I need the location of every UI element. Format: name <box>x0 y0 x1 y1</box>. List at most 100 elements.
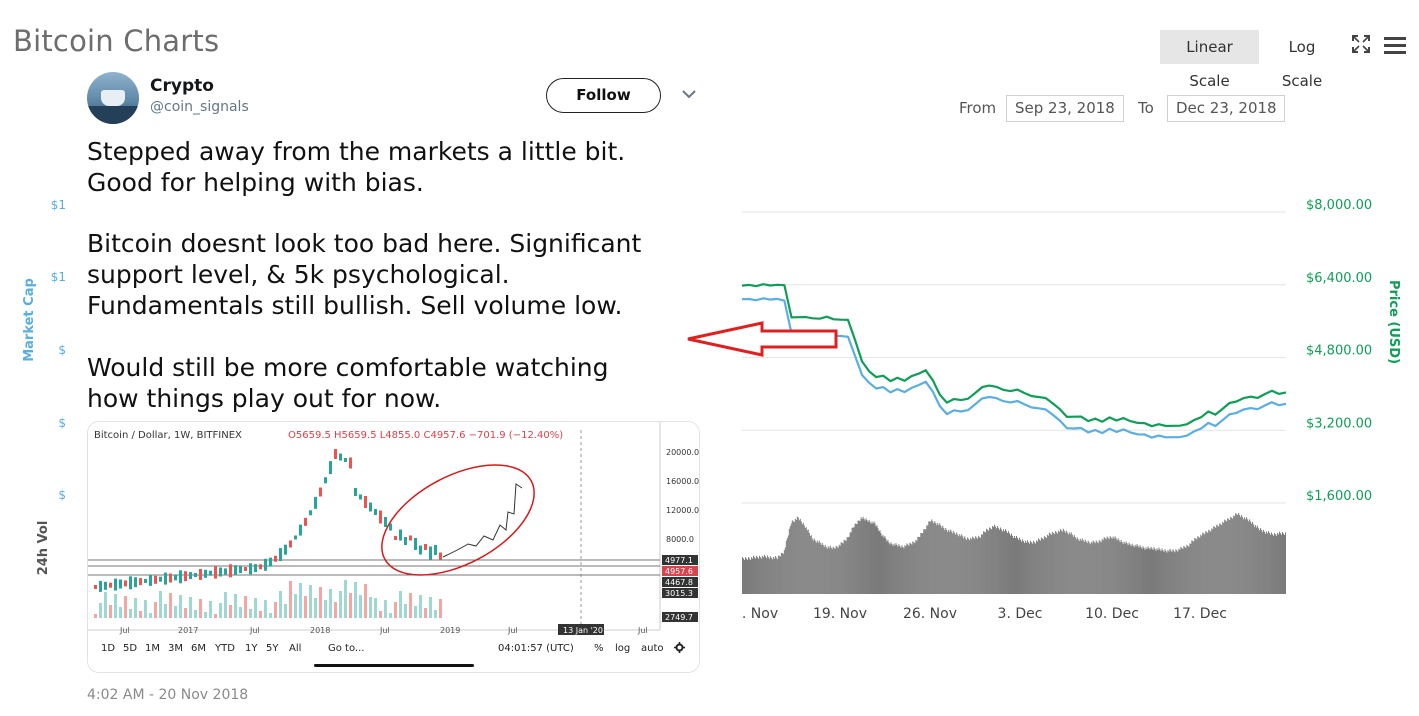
volume-bar <box>995 526 997 594</box>
tv-timeframe[interactable]: 1M <box>145 643 160 654</box>
tv-candle <box>224 568 227 575</box>
volume-bar <box>783 550 785 594</box>
tv-candle <box>329 461 332 475</box>
volume-bar <box>1188 546 1190 594</box>
volume-bar <box>1154 548 1156 594</box>
volume-bar <box>1170 550 1172 594</box>
volume-bar <box>1248 521 1250 594</box>
tv-timeframe[interactable]: 1Y <box>245 643 258 654</box>
volume-bar <box>1242 517 1244 594</box>
volume-bar <box>1232 518 1234 594</box>
tv-x-label: Jul <box>119 626 130 635</box>
from-date-input[interactable]: Sep 23, 2018 <box>1006 95 1124 122</box>
gear-icon[interactable] <box>674 642 685 653</box>
avatar[interactable] <box>87 72 139 124</box>
volume-bar <box>1018 537 1020 594</box>
volume-bar <box>1271 532 1273 594</box>
volume-bar <box>930 521 932 594</box>
volume-bar <box>1206 532 1208 594</box>
volume-bar <box>842 543 844 594</box>
tv-volume-bar <box>264 600 267 618</box>
volume-bar <box>910 543 912 594</box>
volume-bar <box>1222 521 1224 594</box>
follow-button[interactable]: Follow <box>546 78 661 113</box>
tv-volume-bar <box>419 595 422 618</box>
volume-bar <box>780 552 782 594</box>
volume-bar <box>972 536 974 594</box>
tv-candle <box>184 571 187 582</box>
tv-log[interactable]: log <box>615 643 631 654</box>
tv-candle <box>304 517 307 526</box>
volume-bar <box>933 523 935 594</box>
volume-bar <box>1043 536 1045 594</box>
volume-bar <box>848 536 850 594</box>
to-date-input[interactable]: Dec 23, 2018 <box>1167 95 1285 122</box>
volume-bar <box>814 540 816 594</box>
volume-bar <box>1075 539 1077 594</box>
volume-bar <box>922 533 924 594</box>
tweet-author-name[interactable]: Crypto <box>150 76 214 96</box>
tv-volume-bar <box>129 609 132 618</box>
linear-scale-button[interactable]: Linear Scale <box>1160 30 1259 90</box>
volume-bar <box>757 558 759 594</box>
volume-bar <box>807 529 809 594</box>
volume-bar <box>872 523 874 594</box>
tv-auto[interactable]: auto <box>641 643 664 654</box>
volume-bar <box>1016 537 1018 594</box>
volume-bar <box>1071 534 1073 594</box>
volume-bar <box>974 539 976 594</box>
tweet-text-line: Stepped away from the markets a little b… <box>87 137 626 166</box>
tv-timeframe[interactable]: 6M <box>191 643 206 654</box>
tv-volume-bar <box>154 602 157 618</box>
fullscreen-icon[interactable] <box>1351 34 1371 54</box>
tv-timeframe[interactable]: 5Y <box>266 643 279 654</box>
volume-bar <box>831 549 833 594</box>
volume-bar <box>1047 535 1049 594</box>
volume-bar <box>860 517 862 594</box>
volume-bar <box>843 539 845 594</box>
volume-bar <box>1062 528 1064 594</box>
volume-bar <box>852 527 854 594</box>
tv-percent[interactable]: % <box>594 643 604 654</box>
tv-candle <box>129 576 132 590</box>
tv-candle <box>434 545 437 555</box>
volume-bar <box>867 521 869 594</box>
tweet-image[interactable]: Bitcoin / Dollar, 1W, BITFINEX O5659.5 H… <box>87 421 700 673</box>
tweet-author-handle[interactable]: @coin_signals <box>150 99 249 115</box>
volume-bar <box>1148 547 1150 594</box>
volume-bar <box>806 530 808 594</box>
volume-bar <box>1164 549 1166 594</box>
tv-volume-bar <box>139 611 142 618</box>
volume-bar <box>1269 532 1271 594</box>
tv-timeframe[interactable]: YTD <box>215 643 235 654</box>
tv-volume-bar <box>329 589 332 618</box>
chevron-down-icon[interactable] <box>681 88 697 100</box>
volume-bar <box>1129 544 1131 594</box>
volume-bar <box>1240 517 1242 594</box>
volume-bar <box>1225 520 1227 594</box>
tv-volume-bar <box>429 597 432 618</box>
volume-bar <box>1261 530 1263 594</box>
volume-bar <box>836 546 838 594</box>
tv-timeframe[interactable]: All <box>289 643 302 654</box>
volume-bar <box>782 553 784 594</box>
volume-bar <box>790 523 792 594</box>
tv-timeframe[interactable]: 1D <box>101 643 116 654</box>
tv-timeframe[interactable]: 3M <box>168 643 183 654</box>
tv-volume-bar <box>374 598 377 618</box>
volume-bar <box>1060 530 1062 594</box>
tv-candle <box>269 557 272 567</box>
log-scale-button[interactable]: Log Scale <box>1281 38 1323 90</box>
volume-bar <box>880 533 882 594</box>
volume-bar <box>1189 543 1191 594</box>
volume-bar <box>905 546 907 594</box>
menu-icon[interactable] <box>1383 35 1407 55</box>
volume-bar <box>1207 532 1209 594</box>
volume-bar <box>1133 547 1135 594</box>
tv-volume-bar <box>439 599 442 618</box>
tv-volume-bar <box>434 610 437 618</box>
tv-goto[interactable]: Go to... <box>328 643 365 654</box>
volume-bar <box>1195 538 1197 594</box>
tv-timeframe[interactable]: 5D <box>123 643 138 654</box>
volume-bar <box>1197 536 1199 594</box>
